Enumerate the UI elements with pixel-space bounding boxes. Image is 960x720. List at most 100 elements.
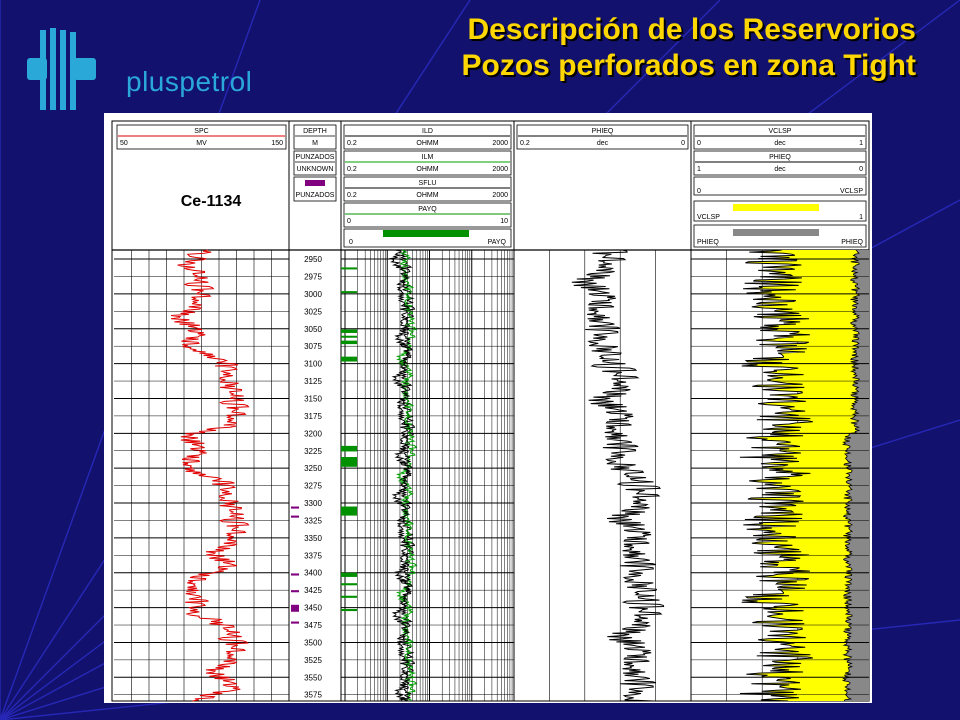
phieq-fill-area <box>843 250 869 701</box>
depth-tick-label: 3400 <box>304 569 322 578</box>
sflu-curve <box>388 249 413 702</box>
curve-unit-label: OHMM <box>416 192 438 199</box>
title-line-2: Pozos perforados en zona Tight <box>461 49 916 82</box>
depth-tick-label: 3325 <box>304 516 322 525</box>
depth-tick-label: 3525 <box>304 656 322 665</box>
track-header-box <box>343 176 512 202</box>
perforation-marker <box>291 604 299 612</box>
pay-zone-bar <box>341 608 357 612</box>
depth-tick-label: 3450 <box>304 604 322 613</box>
pay-zone-bar <box>341 506 357 516</box>
scale-min-label: 0.2 <box>347 166 357 173</box>
curve-name-label: SFLU <box>419 180 437 187</box>
page-title: Descripción de los Reservorios Pozos per… <box>462 12 916 84</box>
vclsp-fill-max-label: VCLSP <box>840 188 863 195</box>
scale-min-label: 0.2 <box>520 140 530 147</box>
perforation-marker <box>291 621 299 624</box>
vclsp-legend-min-label: VCLSP <box>697 214 720 221</box>
track-header-box <box>693 124 867 150</box>
perforation-marker <box>291 590 299 593</box>
depth-tick-label: 2975 <box>304 272 322 281</box>
scale-max-label: 0 <box>859 166 863 173</box>
vclsp-fill-area <box>739 250 860 701</box>
scale-min-label: 1 <box>697 166 701 173</box>
vclsp-legend-max-label: 1 <box>859 214 863 221</box>
scale-max-label: 150 <box>271 140 283 147</box>
curve-unit-label: dec <box>774 166 786 173</box>
track-header-box <box>293 150 337 176</box>
ild-curve <box>394 249 416 702</box>
phieq-curve <box>571 249 665 702</box>
depth-name-label: DEPTH <box>303 128 327 135</box>
curve-name-label: ILD <box>422 128 433 135</box>
punzados-name-label: PUNZADOS <box>296 154 335 161</box>
depth-tick-label: 3475 <box>304 621 322 630</box>
curve-name-label: ILM <box>422 154 434 161</box>
spc-curve <box>170 249 250 702</box>
curve-unit-label: OHMM <box>416 140 438 147</box>
depth-tick-label: 3225 <box>304 447 322 456</box>
scale-min-label: 0.2 <box>347 192 357 199</box>
punzados-legend-swatch <box>305 180 325 186</box>
payq-fill-max-label: PAYQ <box>488 239 507 246</box>
curve-name-label: SPC <box>194 128 208 135</box>
payq-legend-swatch <box>383 230 469 237</box>
vclsp-legend-swatch <box>733 204 819 211</box>
track-header-box <box>516 124 689 150</box>
curve-name-label: PHIEQ <box>592 128 614 135</box>
depth-tick-label: 3075 <box>304 342 322 351</box>
scale-max-label: 10 <box>500 218 508 225</box>
scale-max-label: 0 <box>681 140 685 147</box>
curve-name-label: PHIEQ <box>769 154 791 161</box>
well-log-chart: SPC 50 MV 150 Ce-1134 DEPTH M PUNZADOS UNKNOWN PU… <box>111 120 870 702</box>
logo-text: pluspetrol <box>126 66 253 97</box>
depth-tick-label: 3350 <box>304 534 322 543</box>
scale-max-label: 2000 <box>492 166 508 173</box>
well-name-label: Ce-1134 <box>181 193 242 210</box>
phieq-legend-max-label: PHIEQ <box>841 239 863 246</box>
track-header-box <box>693 150 867 176</box>
curve-unit-label: OHMM <box>416 166 438 173</box>
depth-tick-label: 3425 <box>304 586 322 595</box>
depth-unit-label: M <box>312 140 318 147</box>
pay-zone-bar <box>341 329 357 333</box>
curve-unit-label: MV <box>196 140 207 147</box>
pay-zone-bar <box>341 291 357 294</box>
curve-unit-label: dec <box>597 140 609 147</box>
track-header-box <box>343 202 512 228</box>
well-log-panel: SPC 50 MV 150 Ce-1134 DEPTH M PUNZADOS UNKNOWN PU… <box>104 113 872 703</box>
pluspetrol-logo-icon <box>27 28 96 110</box>
depth-tick-label: 3275 <box>304 482 322 491</box>
depth-tick-label: 3500 <box>304 638 322 647</box>
depth-tick-label: 3025 <box>304 307 322 316</box>
perforation-marker <box>291 506 299 509</box>
payq-fill-min-label: 0 <box>349 239 353 246</box>
perforation-marker <box>291 515 299 518</box>
vclsp-curve <box>739 249 813 702</box>
phieq-legend-swatch <box>733 229 819 236</box>
depth-tick-label: 3550 <box>304 673 322 682</box>
pay-zone-bar <box>341 572 357 577</box>
vclsp-fill-min-label: 0 <box>697 188 701 195</box>
phieq-track5-curve <box>841 249 861 702</box>
perforation-marker <box>291 573 299 576</box>
pay-zone-bar <box>341 335 357 338</box>
punzados-unit-label: UNKNOWN <box>297 166 334 173</box>
track-header-box <box>293 124 337 150</box>
curve-name-label: PAYQ <box>418 206 437 213</box>
phieq-legend-min-label: PHIEQ <box>697 239 719 246</box>
track-header-box <box>116 124 287 150</box>
depth-tick-label: 3575 <box>304 691 322 700</box>
curve-unit-label: dec <box>774 140 786 147</box>
track-header-box <box>343 124 512 150</box>
pay-zone-bar <box>341 457 357 467</box>
pay-zone-bar <box>341 583 357 586</box>
title-line-1: Descripción de los Reservorios <box>467 13 916 46</box>
track-header-box <box>693 176 867 196</box>
scale-max-label: 2000 <box>492 140 508 147</box>
depth-tick-label: 3250 <box>304 464 322 473</box>
depth-tick-label: 3300 <box>304 499 322 508</box>
depth-tick-label: 3150 <box>304 394 322 403</box>
scale-min-label: 0 <box>697 140 701 147</box>
pay-zone-bar <box>341 595 357 598</box>
